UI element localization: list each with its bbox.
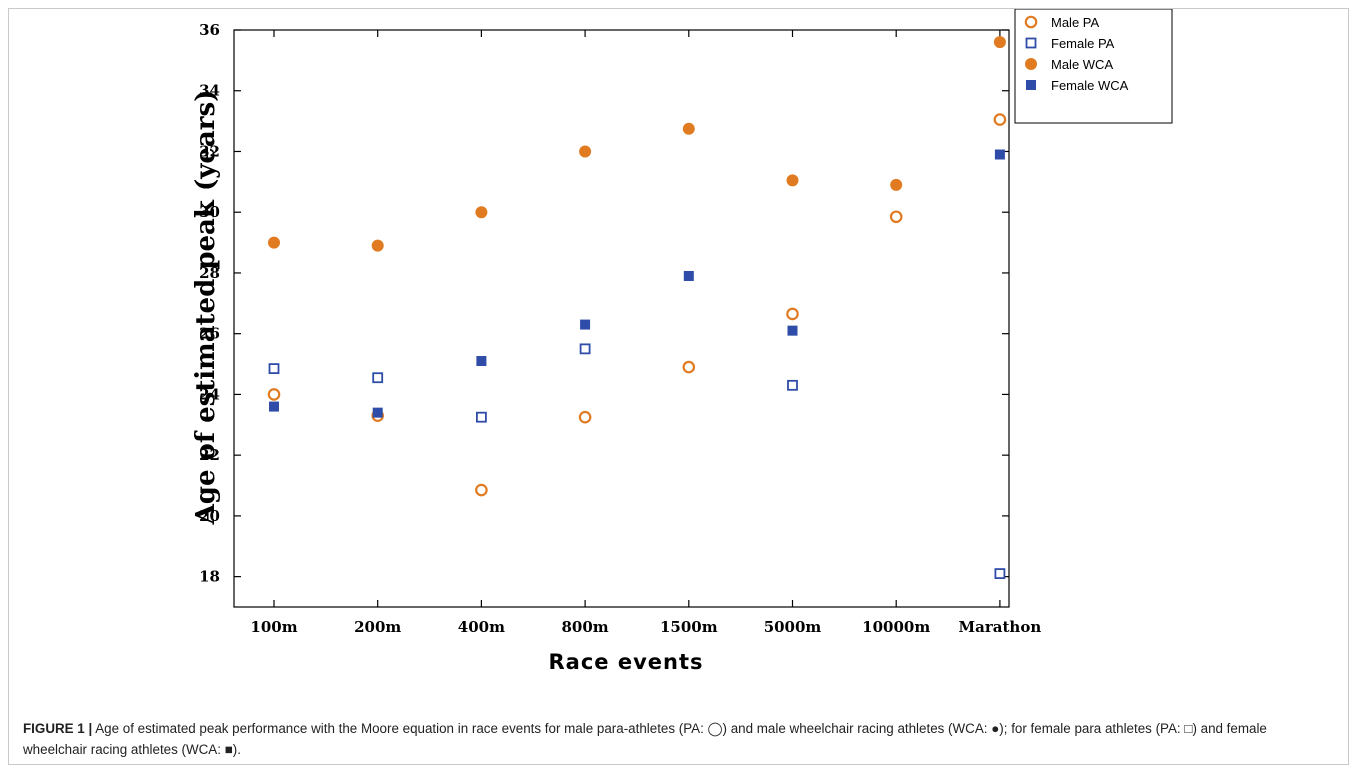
data-point-female-wca: [787, 325, 798, 336]
y-axis-title: Age of estimated peak (years): [191, 90, 221, 526]
data-point-female-pa: [475, 411, 487, 423]
scatter-chart: 18 20 22 24 26 28 30 32 34 36 100m 200m 400m 800m 1500…: [191, 9, 1173, 674]
data-point-female-wca: [476, 356, 487, 367]
data-point-male-wca: [993, 36, 1006, 49]
data-point-male-pa: [578, 410, 592, 424]
y-tick-label: 18: [199, 568, 220, 586]
x-tick-label: 200m: [354, 618, 401, 636]
data-point-female-pa: [994, 568, 1006, 579]
data-point-female-pa: [268, 363, 280, 375]
data-point-female-pa: [579, 343, 591, 355]
legend: Male PA Female PA Male WCA Female WCA: [1014, 9, 1173, 124]
y-tick-label: 22: [199, 446, 220, 464]
data-point-female-pa: [372, 372, 384, 384]
data-markers: [267, 36, 1007, 579]
data-point-female-pa: [787, 379, 798, 391]
y-tick-label: 34: [199, 82, 220, 100]
data-point-male-wca: [786, 174, 799, 187]
axes: 18 20 22 24 26 28 30 32 34 36 100m 200m 400m 800m 1500…: [199, 21, 1041, 636]
data-point-male-wca: [268, 236, 280, 249]
legend-marker: [1025, 37, 1037, 49]
data-point-female-wca: [372, 407, 383, 418]
data-point-male-wca: [579, 145, 592, 158]
data-point-male-wca: [371, 239, 384, 252]
data-point-male-wca: [890, 178, 903, 191]
legend-box: [1014, 9, 1173, 124]
data-point-male-pa: [267, 388, 281, 401]
data-point-male-pa: [786, 307, 799, 321]
y-tick-label: 32: [199, 142, 220, 160]
legend-marker: [1024, 15, 1038, 29]
legend-marker: [1026, 80, 1036, 90]
data-point-male-pa: [682, 360, 696, 374]
legend-marker: [1025, 58, 1037, 70]
legend-label: Male WCA: [1051, 57, 1113, 72]
x-tick-label: 100m: [250, 618, 297, 636]
data-point-female-wca: [580, 319, 591, 330]
x-tick-label: 10000m: [862, 618, 930, 636]
figure-label: FIGURE 1 |: [23, 721, 93, 736]
x-tick-label: 400m: [458, 618, 505, 636]
data-point-male-pa: [993, 113, 1007, 126]
data-point-female-wca: [683, 270, 694, 281]
x-tick-label: Marathon: [959, 618, 1042, 636]
legend-label: Male PA: [1051, 15, 1099, 30]
x-tick-label: 800m: [562, 618, 609, 636]
data-point-male-wca: [682, 122, 695, 135]
y-tick-label: 36: [199, 21, 220, 39]
data-point-female-wca: [994, 149, 1005, 160]
figure-caption: FIGURE 1 | Age of estimated peak perform…: [23, 718, 1333, 760]
x-tick-label: 1500m: [660, 618, 718, 636]
data-point-female-wca: [269, 401, 279, 412]
plot-area-border: [233, 29, 1010, 608]
figure-frame: 18 20 22 24 26 28 30 32 34 36 100m 200m 400m 800m 1500…: [8, 8, 1349, 765]
y-tick-label: 26: [199, 325, 220, 343]
x-axis-title: Race events: [548, 650, 703, 674]
legend-label: Female PA: [1051, 36, 1115, 51]
x-tick-label: 5000m: [764, 618, 822, 636]
y-tick-label: 28: [199, 264, 220, 282]
y-tick-label: 30: [199, 203, 220, 221]
data-point-male-pa: [889, 210, 903, 224]
data-point-male-wca: [475, 206, 488, 219]
caption-text: Age of estimated peak performance with t…: [23, 721, 1267, 757]
y-tick-label: 20: [199, 507, 220, 525]
y-tick-label: 24: [199, 385, 220, 403]
legend-label: Female WCA: [1051, 78, 1129, 93]
data-point-male-pa: [475, 483, 488, 497]
